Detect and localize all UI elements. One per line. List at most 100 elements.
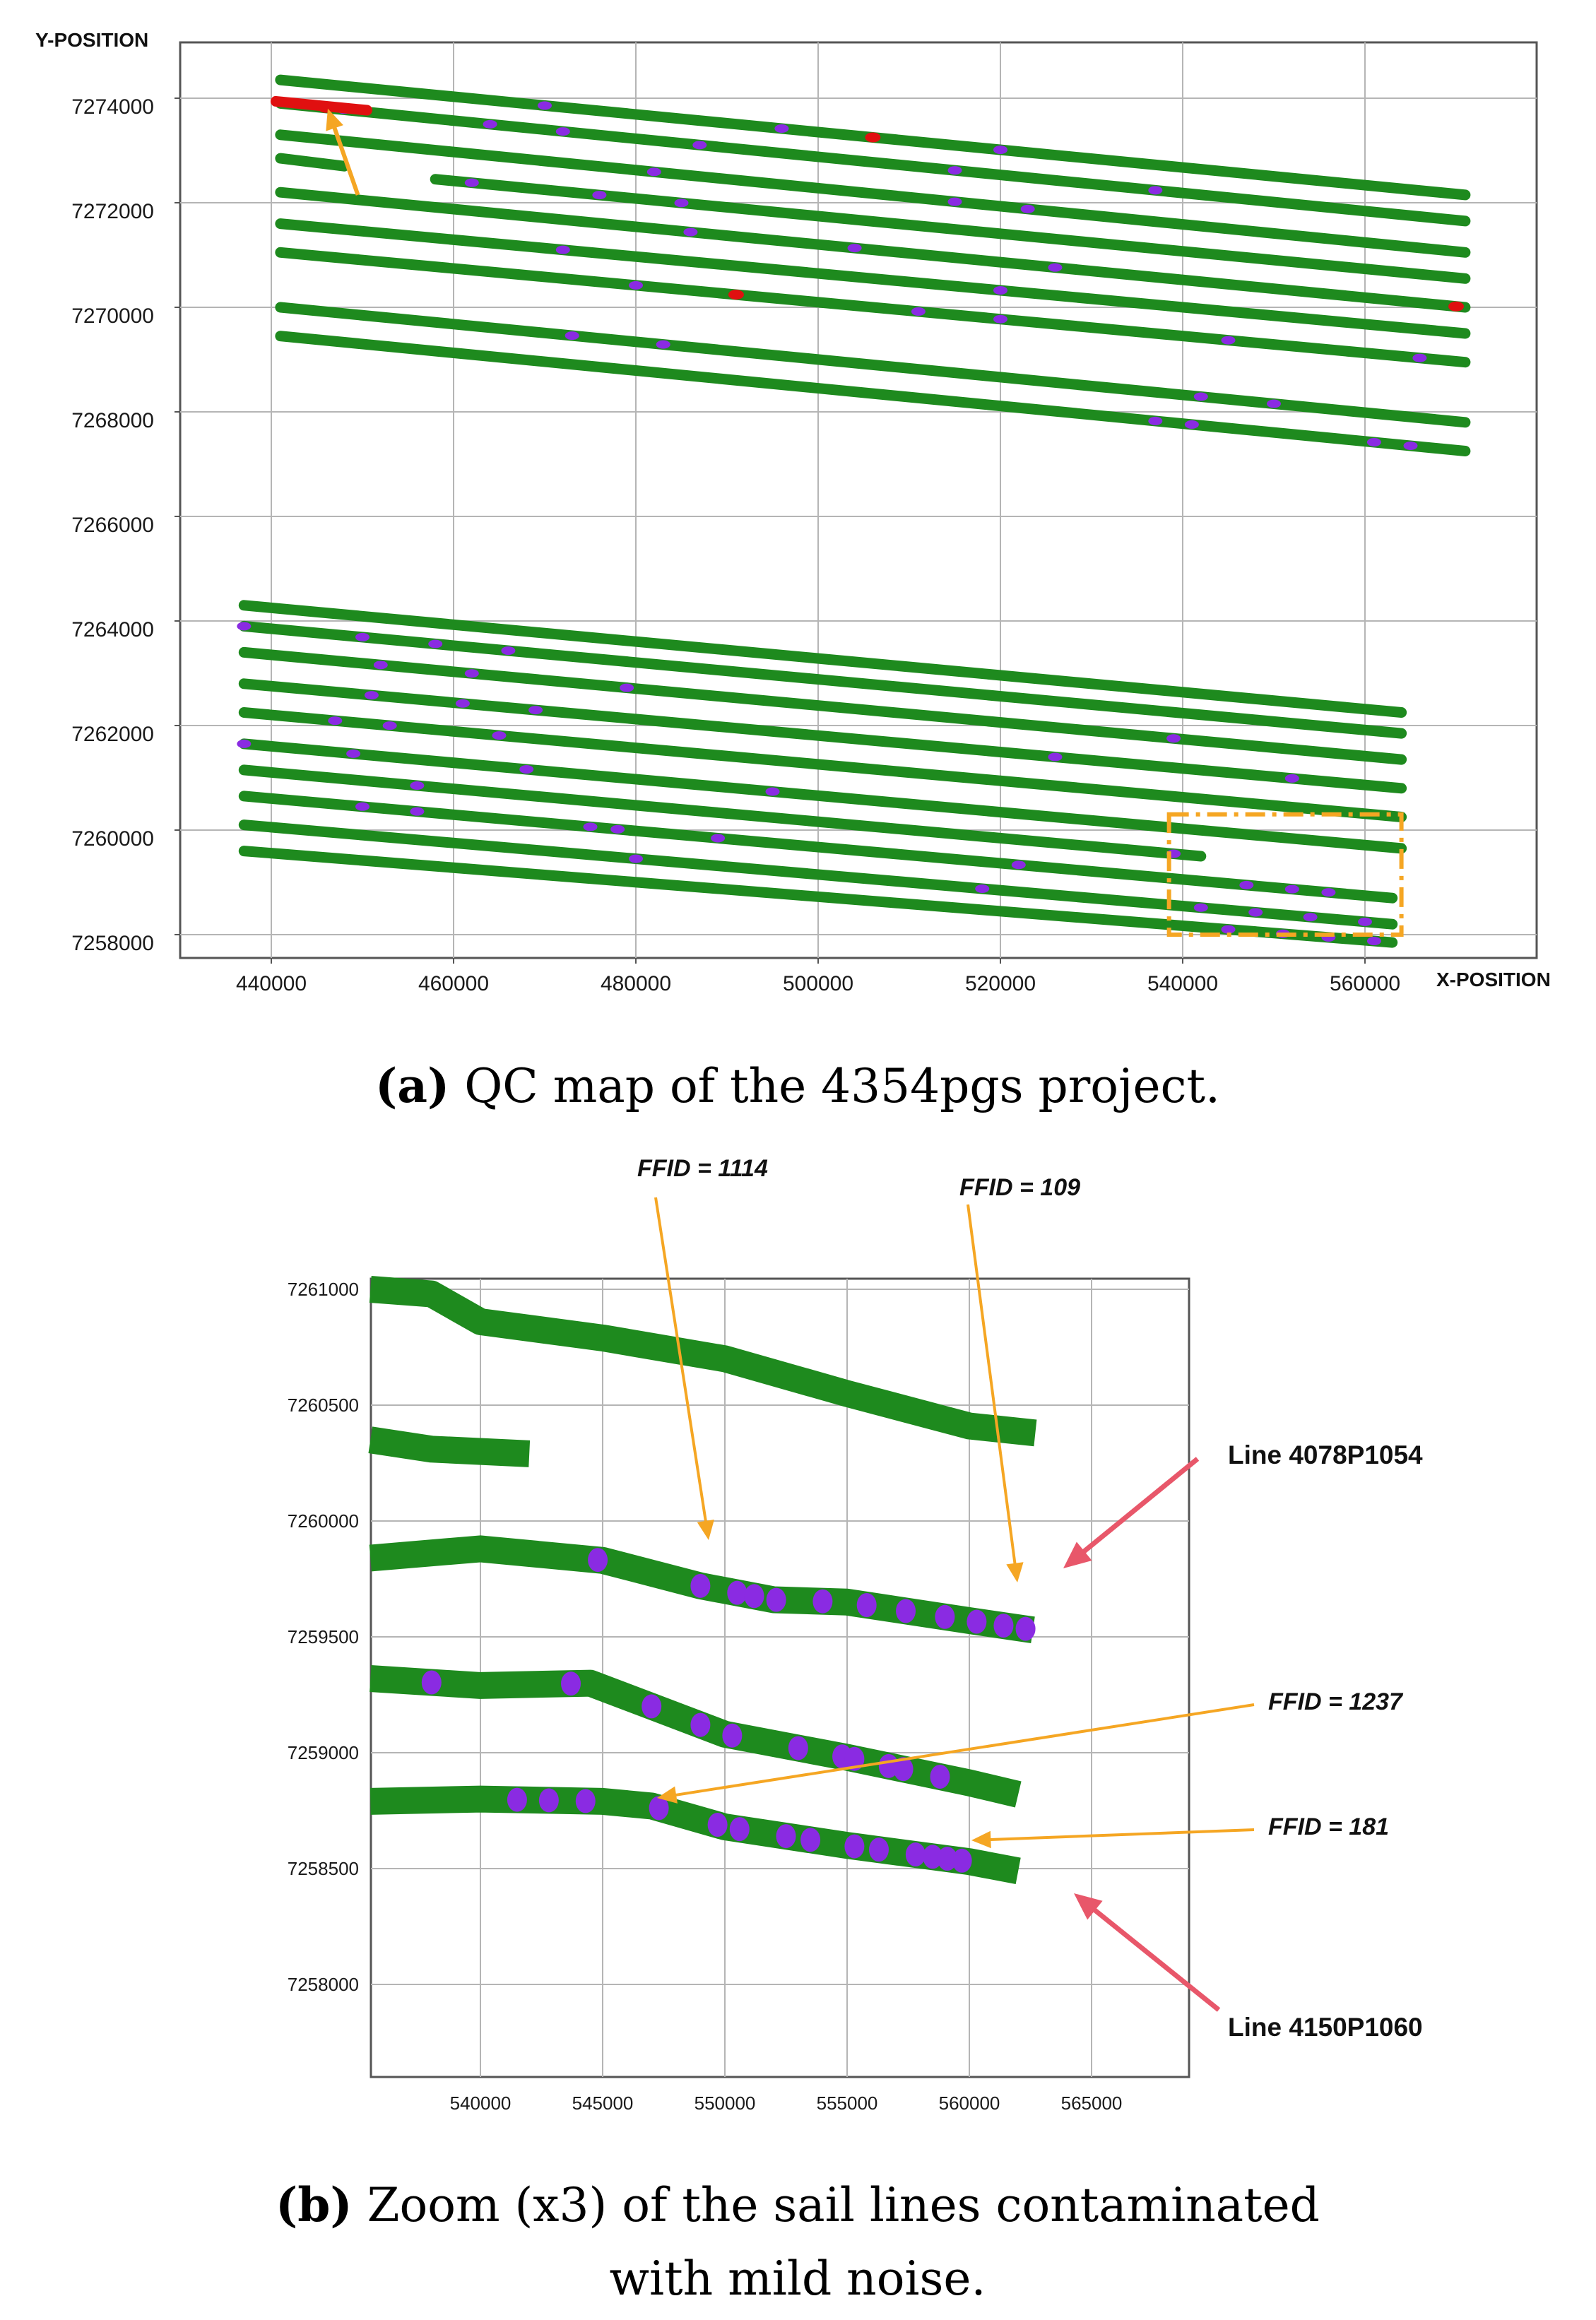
- mild-noise-point: [464, 178, 479, 187]
- mild-noise-point: [937, 1847, 957, 1871]
- panel-a-annotations: [326, 108, 1404, 937]
- mild-noise-point: [947, 197, 962, 206]
- y-tick-label: 7274000: [71, 95, 154, 119]
- arrow-ffid-1237-head: [657, 1786, 678, 1804]
- mild-noise-point: [373, 661, 388, 670]
- label-ffid-181: FFID = 181: [1268, 1813, 1389, 1840]
- mild-noise-point: [690, 1712, 711, 1737]
- mild-noise-point: [993, 286, 1007, 295]
- panel-b-zoom: 540000 545000 550000 555000 560000 565000 726…: [288, 1155, 1423, 2114]
- x-tick-label: 520000: [965, 972, 1036, 995]
- y-tick-label: 7258000: [288, 1974, 359, 1995]
- panel-b-y-ticks: 7261000 7260500 7260000 7259500 7259000 72585…: [288, 1279, 359, 1995]
- mild-noise-point: [911, 307, 926, 316]
- sail-line: [238, 600, 1407, 718]
- y-tick-label: 7258500: [288, 1858, 359, 1879]
- mild-noise-point: [683, 227, 698, 237]
- caption-b-line-1: (b) Zoom (x3) of the sail lines contamin…: [276, 2177, 1320, 2232]
- mild-noise-point: [346, 749, 361, 758]
- mild-noise-point: [1020, 204, 1035, 213]
- arrow-line-4150p1060-shaft: [1090, 1906, 1221, 2012]
- sail-line: [238, 646, 1407, 765]
- mild-noise-point: [561, 1671, 581, 1696]
- mild-noise-point: [896, 1599, 916, 1623]
- mild-noise-point: [629, 854, 643, 863]
- mild-noise-point: [364, 691, 379, 700]
- mild-noise-point: [1148, 186, 1163, 195]
- label-line-4078p1054: Line 4078P1054: [1228, 1440, 1423, 1469]
- x-tick-label: 460000: [418, 972, 489, 995]
- mild-noise-point: [930, 1764, 950, 1789]
- sail-line: [275, 153, 350, 172]
- x-tick-label: 565000: [1061, 2093, 1123, 2114]
- mild-noise-point: [575, 1789, 596, 1813]
- panel-a-x-axis-title: X-POSITION: [1436, 969, 1551, 990]
- y-tick-label: 7259000: [288, 1742, 359, 1763]
- sail-line: [238, 791, 1398, 904]
- mild-noise-point: [528, 706, 543, 715]
- label-ffid-1114: FFID = 1114: [637, 1155, 768, 1182]
- mild-noise-point: [1184, 420, 1199, 429]
- panel-b-arrows: [654, 1197, 1255, 2012]
- panel-a-y-axis-title: Y-POSITION: [35, 29, 148, 51]
- mild-noise-point: [788, 1736, 808, 1760]
- x-tick-label: 560000: [939, 2093, 1000, 2114]
- strong-noise-segment: [270, 95, 372, 116]
- mild-noise-point: [382, 721, 397, 730]
- arrow-ffid-1114-shaft: [654, 1197, 708, 1524]
- mild-noise-point: [237, 622, 252, 631]
- x-tick-label: 540000: [450, 2093, 512, 2114]
- mild-noise-point: [711, 834, 726, 843]
- mild-noise-point: [1166, 734, 1181, 743]
- mild-noise-point: [588, 1548, 608, 1573]
- mild-noise-point: [642, 1694, 662, 1719]
- sail-line: [275, 187, 1471, 313]
- x-tick-label: 440000: [236, 972, 307, 995]
- sail-line: [275, 247, 1471, 368]
- mild-noise-point: [1284, 884, 1299, 894]
- mild-noise-point: [464, 669, 479, 678]
- mild-noise-point: [800, 1828, 821, 1852]
- mild-noise-point: [1015, 1616, 1036, 1641]
- mild-noise-point: [923, 1845, 943, 1869]
- mild-noise-point: [1248, 908, 1263, 917]
- caption-b-text-1: Zoom (x3) of the sail lines contaminated: [353, 2178, 1320, 2232]
- mild-noise-point: [868, 1837, 889, 1862]
- mild-noise-point: [729, 1817, 750, 1842]
- mild-noise-point: [646, 167, 661, 177]
- arrow-line-4150p1060-head: [1074, 1893, 1103, 1920]
- mild-noise-point: [538, 1788, 559, 1813]
- mild-noise-point: [1048, 263, 1063, 272]
- mild-noise-point: [690, 1573, 711, 1598]
- mild-noise-point: [1403, 441, 1418, 450]
- mild-noise-point: [727, 1580, 747, 1605]
- y-tick-label: 7258000: [71, 932, 154, 955]
- mild-noise-point: [1284, 774, 1299, 783]
- caption-a-letter: (a): [375, 1058, 449, 1113]
- y-tick-label: 7261000: [288, 1279, 359, 1300]
- mild-noise-point: [947, 166, 962, 175]
- sail-line: [238, 707, 1407, 822]
- arrow-line-4078p1054-shaft: [1080, 1457, 1200, 1556]
- arrow-ffid-181-head: [971, 1830, 991, 1849]
- mild-noise-point: [620, 683, 634, 692]
- mild-noise-point: [993, 146, 1007, 155]
- mild-noise-point: [428, 639, 443, 649]
- x-tick-label: 555000: [817, 2093, 878, 2114]
- mild-noise-point: [410, 781, 425, 790]
- y-tick-label: 7260000: [71, 827, 154, 851]
- mild-noise-point: [592, 191, 607, 200]
- mild-noise-point: [492, 731, 507, 740]
- panel-b-sail-lines: [368, 1276, 1037, 1884]
- mild-noise-point: [421, 1670, 442, 1695]
- panel-a-x-ticks: 440000 460000 480000 500000 520000 540000 5600…: [236, 958, 1400, 995]
- arrow-line-4078p1054-head: [1063, 1541, 1092, 1568]
- mild-noise-point: [692, 141, 707, 150]
- mild-noise-point: [1366, 937, 1381, 946]
- caption-a-text: QC map of the 4354pgs project.: [449, 1059, 1220, 1113]
- y-tick-label: 7262000: [71, 723, 154, 746]
- mild-noise-point: [952, 1848, 972, 1873]
- mild-noise-point: [555, 127, 570, 136]
- mild-noise-point: [519, 765, 534, 774]
